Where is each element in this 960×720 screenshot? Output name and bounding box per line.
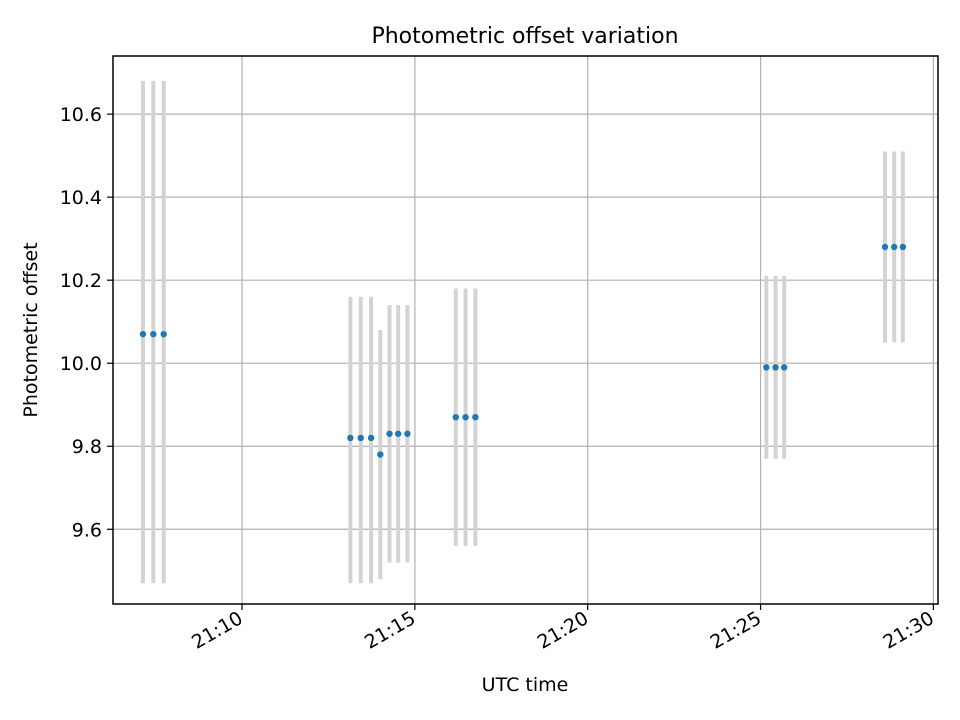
data-point <box>472 413 479 421</box>
chart-title: Photometric offset variation <box>371 24 678 49</box>
error-bars <box>140 80 905 584</box>
data-point <box>357 434 364 442</box>
y-tick-label: 10.6 <box>60 104 102 126</box>
y-tick-label: 10.4 <box>60 187 102 209</box>
x-axis-ticks: 21:10 21:15 21:20 21:25 21:30 <box>188 604 938 654</box>
data-point <box>452 413 459 421</box>
data-point <box>899 243 907 251</box>
data-point <box>367 434 375 442</box>
grid-lines <box>113 56 938 604</box>
data-point <box>891 243 898 251</box>
data-point <box>160 330 167 338</box>
data-point <box>881 243 889 251</box>
y-tick-label: 9.6 <box>72 519 102 541</box>
x-tick-label: 21:20 <box>534 607 592 653</box>
data-points <box>139 243 907 458</box>
y-tick-label: 10.0 <box>60 353 102 375</box>
data-point <box>462 413 469 421</box>
data-point <box>139 330 147 338</box>
x-axis-label: UTC time <box>482 674 569 696</box>
data-point <box>150 330 157 338</box>
x-tick-label: 21:30 <box>879 607 937 653</box>
plot-area-frame <box>112 55 939 605</box>
y-axis-ticks: 9.6 9.8 10.0 10.2 10.4 10.6 <box>60 104 113 541</box>
data-point <box>763 364 770 371</box>
data-point <box>404 430 411 437</box>
data-point <box>780 364 788 371</box>
data-point <box>386 430 393 437</box>
data-point <box>772 364 779 371</box>
y-tick-label: 9.8 <box>72 436 102 458</box>
y-axis-label: Photometric offset <box>20 242 42 417</box>
data-point <box>377 451 384 458</box>
x-tick-label: 21:10 <box>188 607 246 653</box>
data-point <box>394 430 402 437</box>
y-tick-label: 10.2 <box>60 270 102 292</box>
x-tick-label: 21:25 <box>707 607 765 653</box>
data-point <box>347 434 354 442</box>
x-tick-label: 21:15 <box>361 607 419 653</box>
